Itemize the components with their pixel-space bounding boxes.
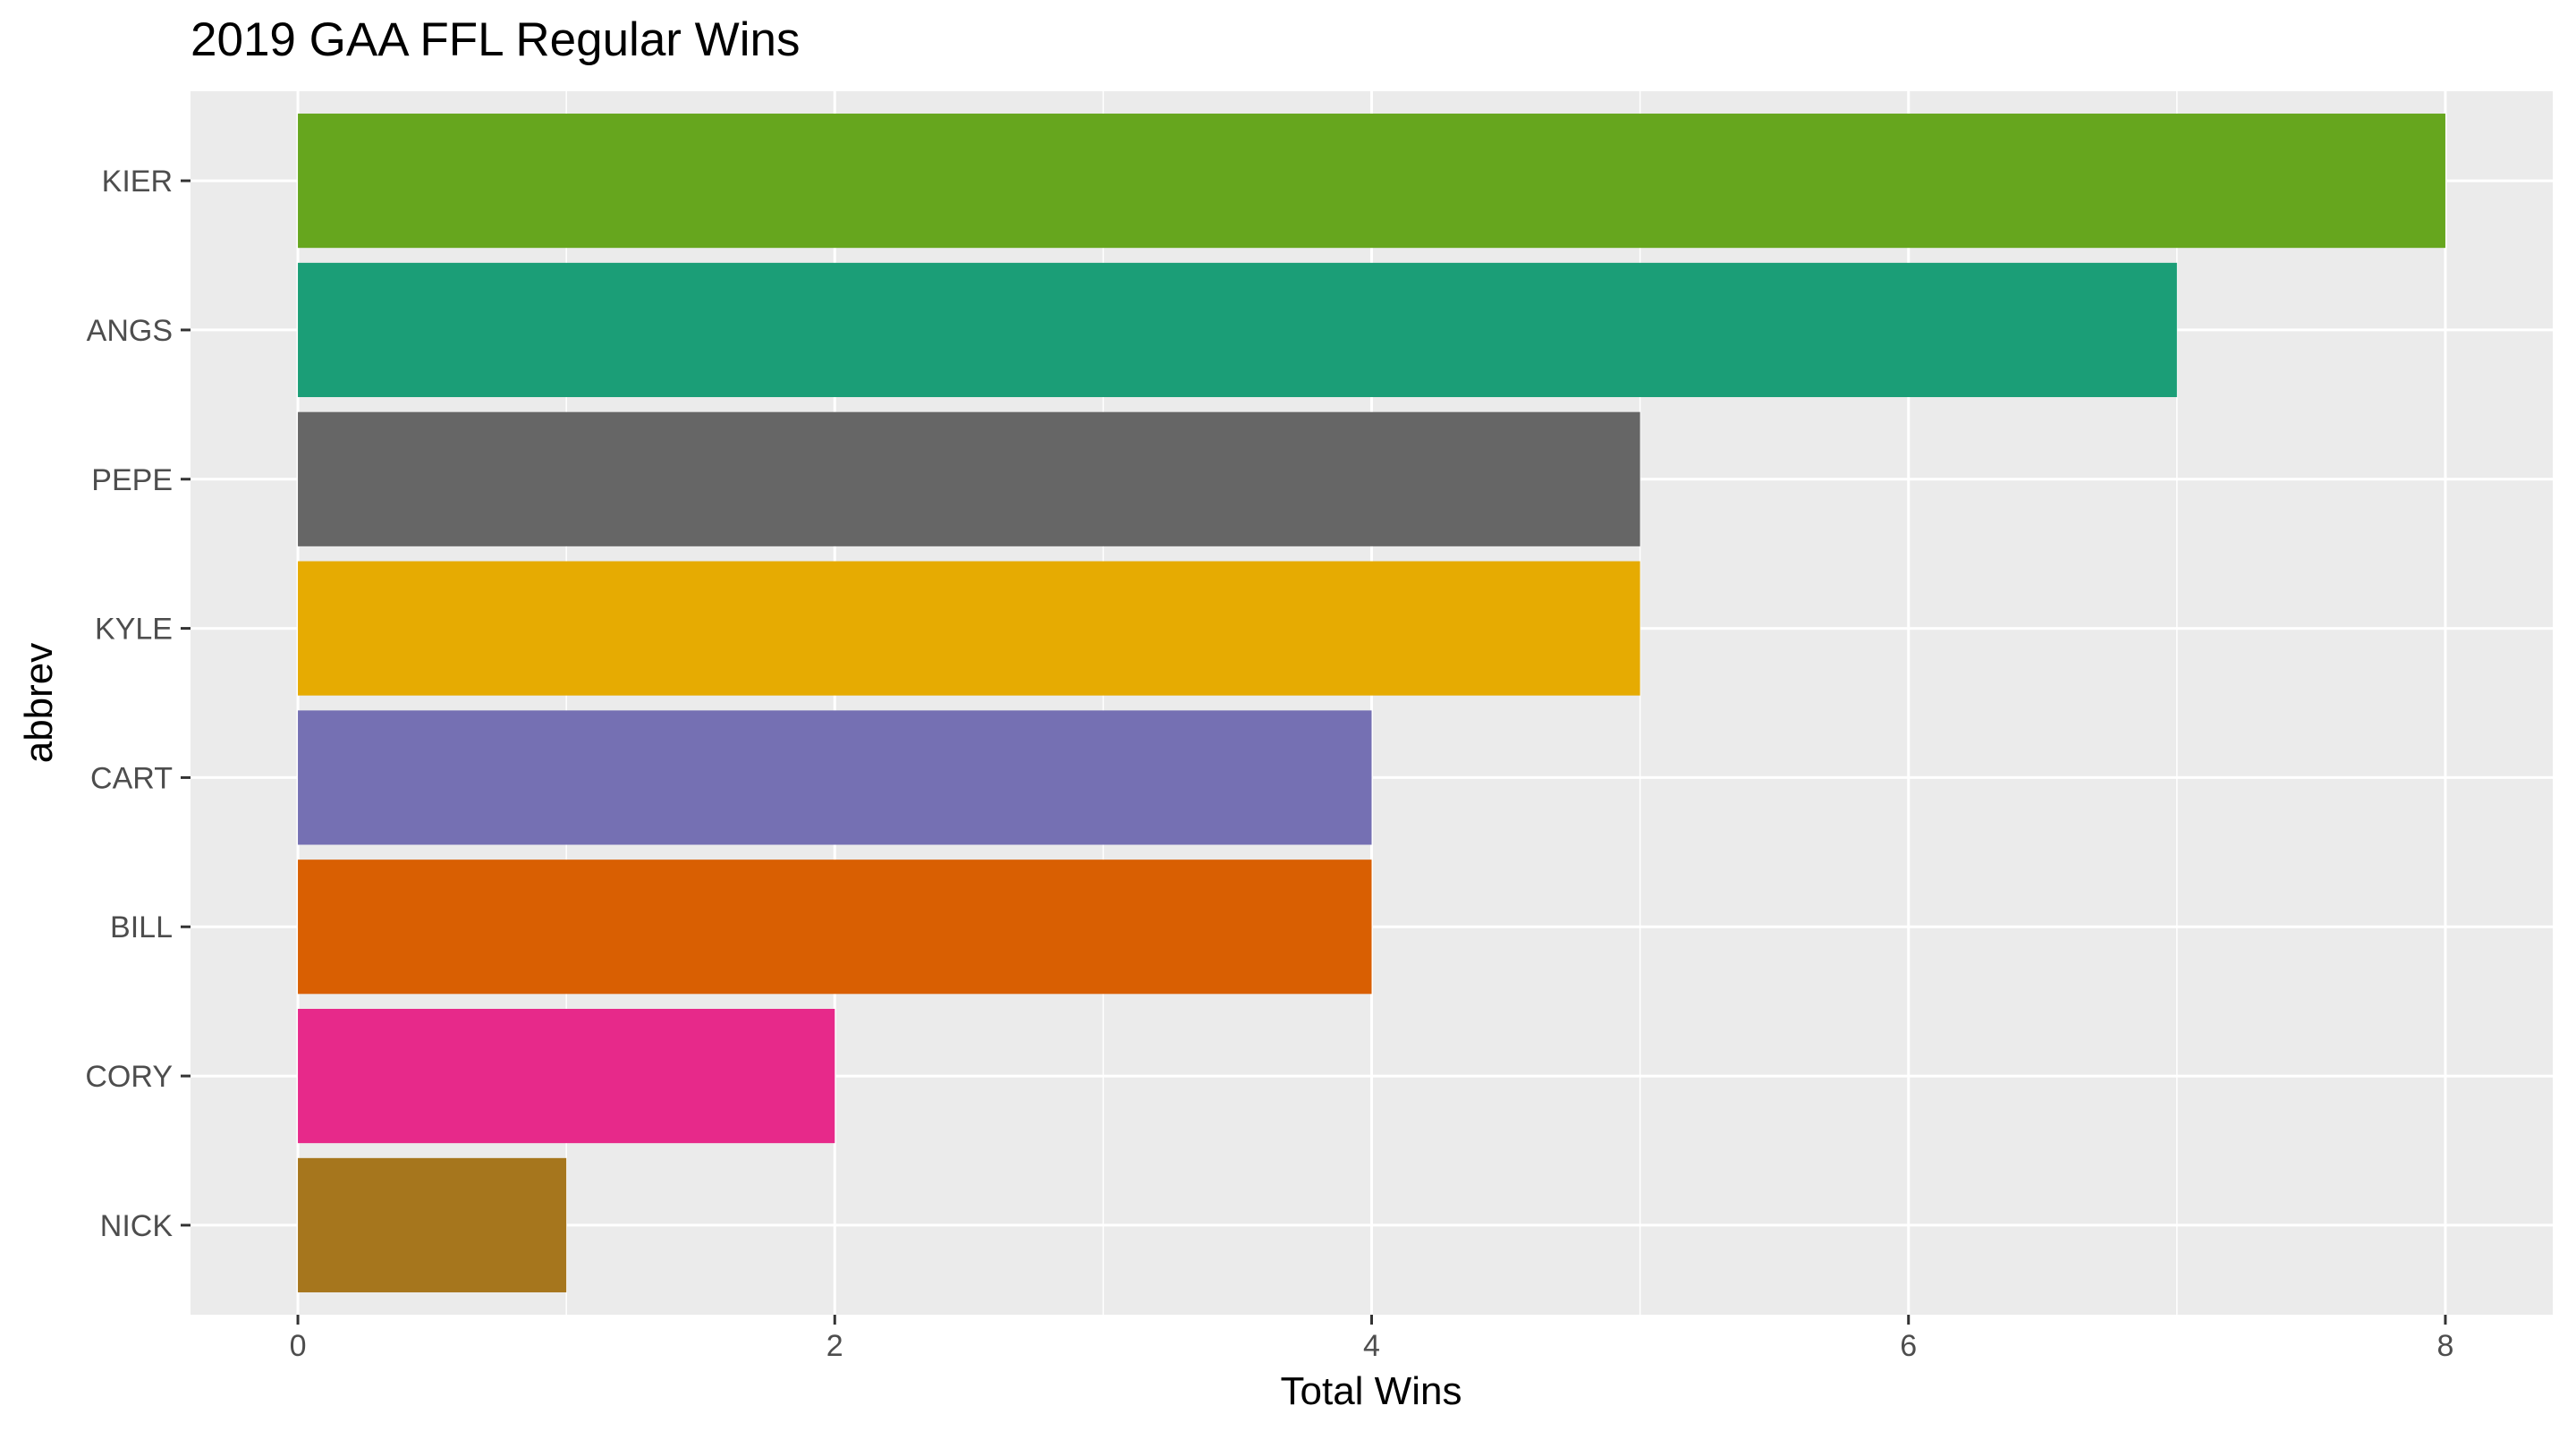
- bar-cart: [298, 710, 1372, 845]
- x-axis-title: Total Wins: [1281, 1369, 1462, 1413]
- y-tick-label: PEPE: [91, 463, 173, 497]
- y-tick-label: KYLE: [95, 613, 173, 647]
- bar-bill: [298, 859, 1372, 995]
- y-tick-label: ANGS: [87, 314, 173, 348]
- bar-pepe: [298, 411, 1640, 546]
- bars: [298, 114, 2445, 1292]
- x-tick-label: 4: [1363, 1329, 1380, 1363]
- y-tick-label: NICK: [100, 1209, 174, 1243]
- y-tick-label: KIER: [102, 165, 173, 199]
- y-tick-label: CORY: [85, 1060, 173, 1094]
- x-axis: 0 2 4 6 8: [290, 1315, 2453, 1363]
- y-tick-label: BILL: [110, 910, 173, 944]
- x-tick-label: 8: [2436, 1329, 2453, 1363]
- y-axis-title: abbrev: [17, 643, 61, 764]
- bar-nick: [298, 1157, 567, 1292]
- y-tick-label: CART: [90, 761, 173, 795]
- bar-cory: [298, 1009, 835, 1144]
- x-tick-label: 2: [826, 1329, 843, 1363]
- bar-kier: [298, 114, 2445, 249]
- y-axis: KIER ANGS PEPE KYLE CART BILL CORY NICK: [85, 165, 191, 1243]
- chart-title: 2019 GAA FFL Regular Wins: [191, 13, 800, 66]
- x-tick-label: 6: [1900, 1329, 1917, 1363]
- bar-angs: [298, 262, 2177, 397]
- bar-kyle: [298, 561, 1640, 696]
- x-tick-label: 0: [290, 1329, 307, 1363]
